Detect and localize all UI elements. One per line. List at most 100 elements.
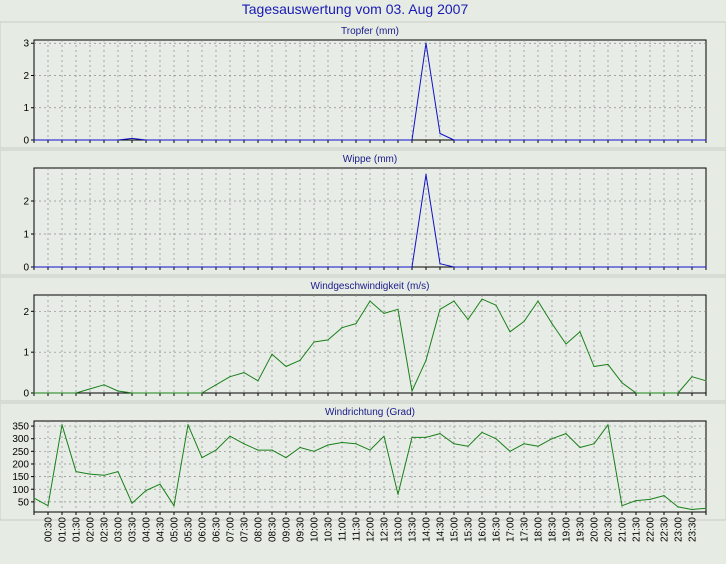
data-point [635,266,637,268]
data-point [551,322,553,325]
data-point [89,139,91,141]
data-point [145,489,147,492]
data-point [229,266,231,268]
data-point [103,384,105,386]
data-point [187,139,189,141]
data-point [257,139,259,141]
data-point [61,392,63,394]
data-point [159,392,161,394]
x-tick-label: 16:30 [492,517,503,542]
data-point [551,139,553,141]
data-point [467,266,469,268]
y-tick-label: 2 [23,71,29,82]
x-tick-label: 08:30 [268,517,279,542]
x-tick-label: 01:00 [58,517,69,542]
data-point [243,266,245,268]
data-point [313,139,315,141]
data-point [425,359,427,361]
data-point [145,266,147,268]
data-point [103,474,105,476]
data-point [215,266,217,268]
x-tick-label: 11:00 [338,517,349,542]
data-point [271,449,273,451]
data-point [677,392,679,394]
data-point [677,506,679,508]
data-point [495,266,497,268]
data-point [89,266,91,268]
data-point [607,266,609,268]
data-point [61,266,63,268]
data-point [61,424,63,426]
data-point [215,449,217,451]
data-point [75,266,77,268]
x-tick-label: 14:00 [422,517,433,542]
data-point [341,441,343,444]
data-point [271,353,273,355]
data-point [215,139,217,141]
data-point [425,174,427,176]
data-point [537,445,539,447]
y-tick-label: 1 [23,103,29,114]
data-point [593,266,595,268]
x-tick-label: 07:00 [226,517,237,542]
x-tick-label: 03:00 [114,517,125,542]
x-tick-label: 06:30 [212,517,223,542]
x-tick-label: 21:30 [632,517,643,542]
data-point [243,139,245,141]
data-point [33,266,35,268]
data-point [285,139,287,141]
x-tick-label: 09:30 [296,517,307,542]
data-point [33,392,35,394]
y-tick-label: 1 [23,348,29,359]
data-point [691,376,693,378]
data-point [47,139,49,141]
data-point [369,449,371,451]
data-point [705,266,707,268]
data-point [173,505,175,507]
data-point [481,266,483,268]
data-point [257,380,259,382]
x-tick-label: 15:00 [450,517,461,542]
data-point [565,139,567,141]
data-point [425,42,427,44]
data-point [383,435,385,437]
data-point [565,343,567,345]
x-tick-label: 02:30 [100,517,111,542]
data-point [579,266,581,268]
x-tick-label: 18:00 [534,517,545,542]
data-point [145,139,147,141]
y-tick-label: 200 [12,459,29,470]
data-point [243,443,245,445]
data-point [565,266,567,268]
data-point [313,341,315,343]
data-point [621,139,623,141]
y-tick-label: 0 [23,263,29,274]
data-point [327,139,329,141]
y-tick-label: 0 [23,136,29,147]
data-point [299,139,301,141]
data-point [47,505,49,507]
data-point [481,139,483,141]
x-tick-label: 23:30 [688,517,699,542]
data-point [369,139,371,141]
x-tick-label: 13:00 [394,517,405,542]
x-tick-label: 23:00 [674,517,685,542]
data-point [201,392,203,394]
data-point [341,139,343,141]
x-tick-label: 02:00 [86,517,97,542]
chart-panel-2: Wippe (mm) 0 1 2 [0,149,726,276]
data-point [327,444,329,446]
data-point [537,300,539,302]
data-point [607,424,609,426]
x-tick-label: 06:00 [198,517,209,542]
data-point [691,266,693,268]
data-point [215,384,217,386]
chart-panel-1: Tropfer (mm) 0 1 2 3 [0,21,726,149]
data-point [47,266,49,268]
data-point [341,266,343,268]
data-point [257,266,259,268]
data-point [299,266,301,268]
data-point [467,318,469,321]
data-point [131,266,133,268]
data-point [33,497,35,499]
